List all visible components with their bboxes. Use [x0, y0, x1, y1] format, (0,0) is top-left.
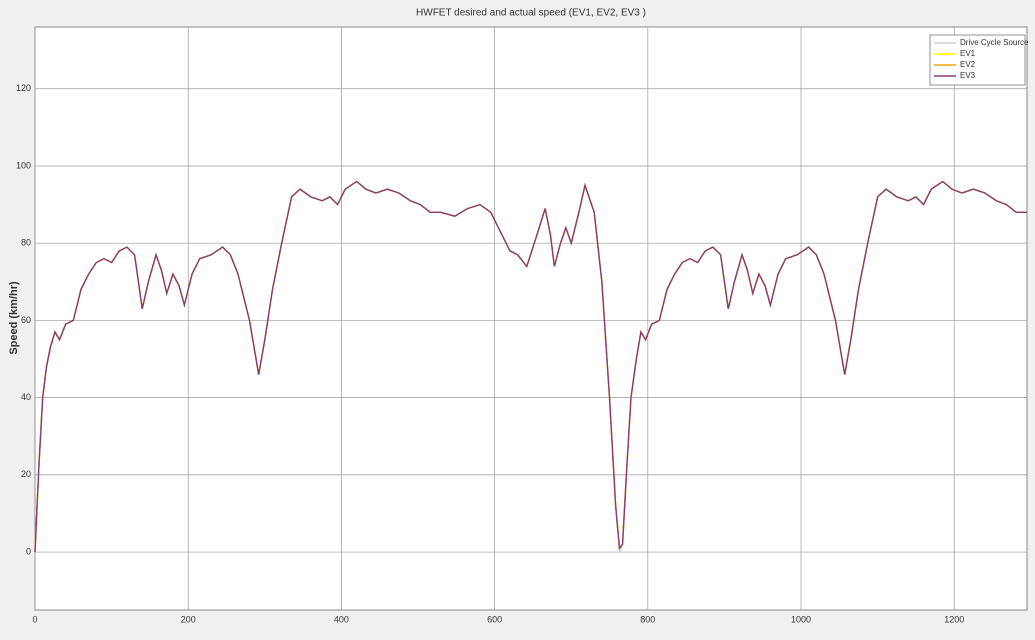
y-tick-label: 0 [26, 546, 31, 556]
y-tick-label: 40 [21, 392, 31, 402]
x-tick-label: 600 [487, 614, 502, 624]
y-tick-label: 60 [21, 315, 31, 325]
legend-label: EV1 [960, 49, 976, 58]
legend-label: EV2 [960, 60, 976, 69]
y-tick-label: 80 [21, 238, 31, 248]
x-tick-label: 400 [334, 614, 349, 624]
y-tick-label: 100 [16, 160, 31, 170]
x-tick-label: 0 [32, 614, 37, 624]
x-tick-label: 1200 [944, 614, 964, 624]
legend-label: Drive Cycle Source [960, 38, 1029, 47]
plot-area [35, 27, 1027, 610]
chart: HWFET desired and actual speed (EV1, EV2… [0, 0, 1035, 640]
y-tick-label: 20 [21, 469, 31, 479]
x-tick-label: 200 [181, 614, 196, 624]
y-axis-label: Speed (km/hr) [8, 281, 20, 355]
legend-label: EV3 [960, 71, 976, 80]
x-tick-label: 800 [640, 614, 655, 624]
y-tick-label: 120 [16, 83, 31, 93]
chart-title: HWFET desired and actual speed (EV1, EV2… [416, 8, 646, 19]
x-tick-label: 1000 [791, 614, 811, 624]
